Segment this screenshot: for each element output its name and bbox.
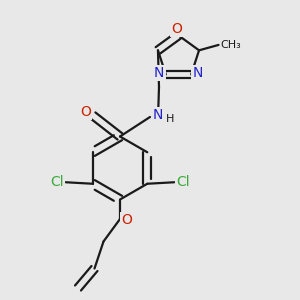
Text: Cl: Cl: [50, 175, 64, 189]
Text: CH₃: CH₃: [220, 40, 241, 50]
Text: O: O: [121, 214, 132, 227]
Text: N: N: [154, 66, 164, 80]
Text: H: H: [166, 114, 174, 124]
Text: O: O: [172, 22, 182, 36]
Text: N: N: [193, 66, 203, 80]
Text: N: N: [153, 109, 163, 122]
Text: Cl: Cl: [176, 175, 190, 189]
Text: O: O: [80, 105, 91, 118]
